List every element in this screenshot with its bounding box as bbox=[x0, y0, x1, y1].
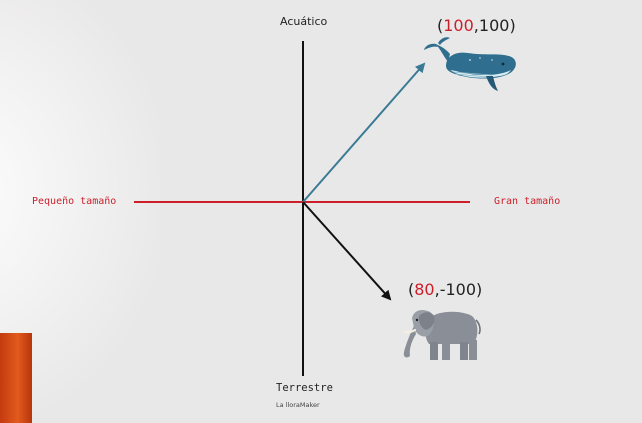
whale-x-value: 100 bbox=[443, 16, 474, 35]
axis-label-top: Acuático bbox=[280, 15, 328, 28]
elephant-coordinate: (80,-100) bbox=[408, 280, 483, 299]
axis-label-right: Gran tamaño bbox=[494, 196, 561, 207]
elephant-x-value: 80 bbox=[414, 280, 435, 299]
elephant-illustration bbox=[403, 310, 481, 360]
axis-label-left: Pequeño tamaño bbox=[32, 196, 117, 207]
whale-coordinate: (100,100) bbox=[437, 16, 516, 35]
orange-corner-tab bbox=[0, 333, 32, 423]
whale-illustration bbox=[424, 37, 516, 91]
elephant-y-value: -100 bbox=[439, 280, 477, 299]
elephant-arrow bbox=[302, 201, 392, 301]
whale-y-value: 100 bbox=[478, 16, 510, 35]
credit-text: La lloraMaker bbox=[276, 401, 320, 409]
axis-label-bottom: Terrestre bbox=[276, 382, 333, 394]
whale-arrow bbox=[302, 62, 426, 203]
